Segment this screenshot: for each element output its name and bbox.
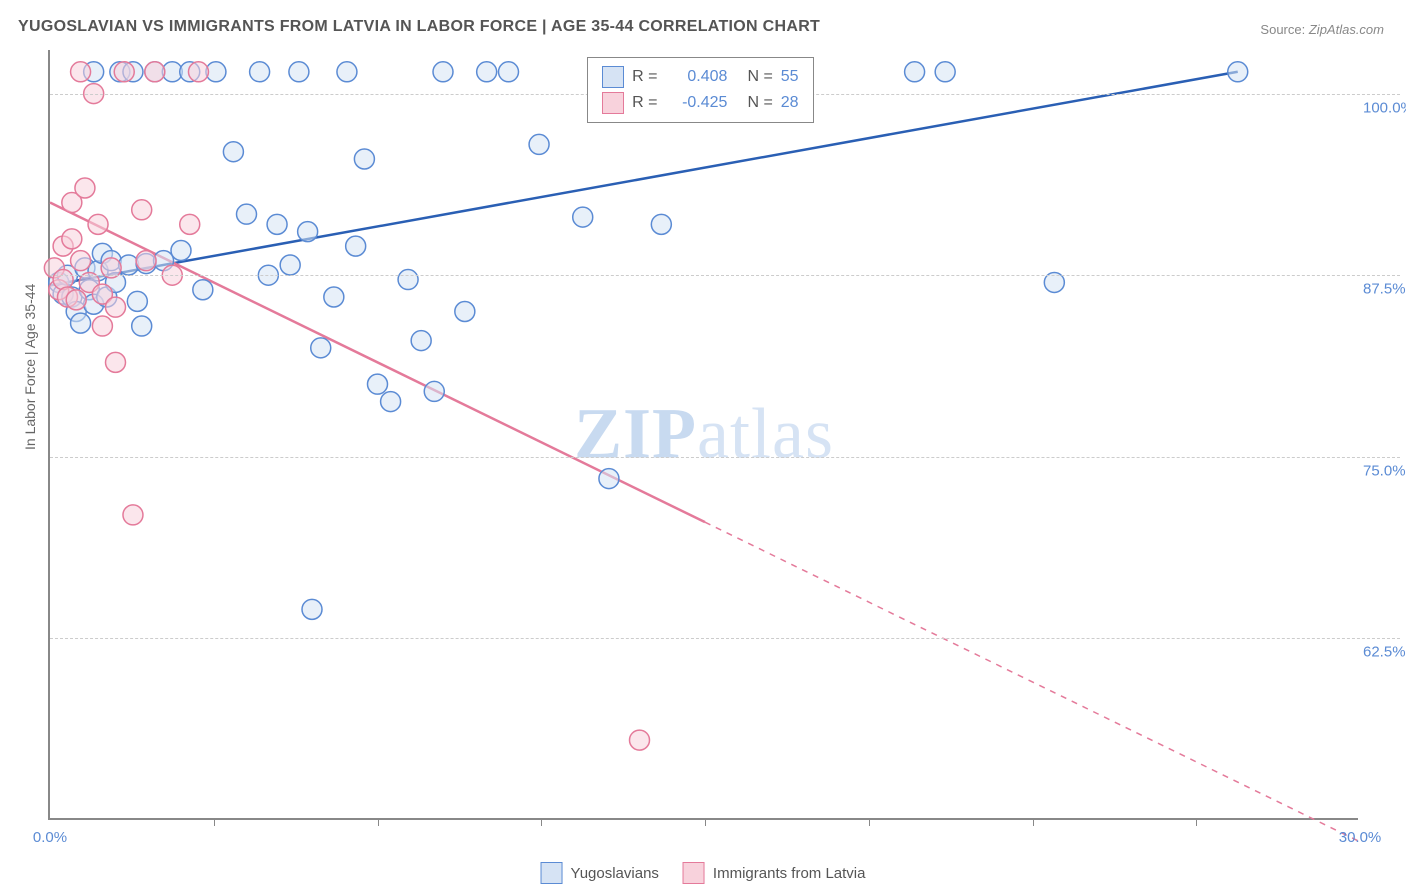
- data-point: [324, 287, 344, 307]
- source-label: Source:: [1260, 22, 1305, 37]
- data-point: [651, 214, 671, 234]
- data-point: [424, 381, 444, 401]
- data-point: [433, 62, 453, 82]
- data-point: [346, 236, 366, 256]
- data-point: [193, 280, 213, 300]
- y-tick-label: 87.5%: [1363, 281, 1406, 298]
- data-point: [136, 251, 156, 271]
- data-point: [337, 62, 357, 82]
- legend-r-label: R =: [632, 94, 657, 112]
- data-point: [145, 62, 165, 82]
- y-tick-label: 100.0%: [1363, 99, 1406, 116]
- data-point: [66, 290, 86, 310]
- data-point: [114, 62, 134, 82]
- data-point: [132, 316, 152, 336]
- data-point: [354, 149, 374, 169]
- data-point: [71, 251, 91, 271]
- data-point: [298, 222, 318, 242]
- legend-n-label: N =: [747, 68, 772, 86]
- data-point: [75, 178, 95, 198]
- chart-title: YUGOSLAVIAN VS IMMIGRANTS FROM LATVIA IN…: [18, 18, 820, 36]
- data-point: [92, 316, 112, 336]
- data-point: [188, 62, 208, 82]
- legend-correlation: R = 0.408 N = 55 R = -0.425 N = 28: [587, 57, 813, 123]
- data-point: [106, 297, 126, 317]
- data-point: [411, 331, 431, 351]
- data-point: [223, 142, 243, 162]
- data-point: [237, 204, 257, 224]
- legend-item: Immigrants from Latvia: [683, 862, 866, 884]
- data-point: [905, 62, 925, 82]
- legend-row: R = -0.425 N = 28: [602, 90, 798, 116]
- data-point: [132, 200, 152, 220]
- x-tick: [705, 818, 706, 826]
- legend-bottom: Yugoslavians Immigrants from Latvia: [541, 862, 866, 884]
- data-point: [573, 207, 593, 227]
- data-point: [599, 469, 619, 489]
- data-point: [499, 62, 519, 82]
- data-point: [477, 62, 497, 82]
- source-value: ZipAtlas.com: [1309, 22, 1384, 37]
- data-point: [171, 240, 191, 260]
- x-tick: [869, 818, 870, 826]
- legend-swatch: [602, 92, 624, 114]
- data-point: [267, 214, 287, 234]
- y-axis-label: In Labor Force | Age 35-44: [22, 284, 38, 450]
- x-tick: [1196, 818, 1197, 826]
- gridline: [50, 457, 1400, 458]
- data-point: [250, 62, 270, 82]
- x-tick: [378, 818, 379, 826]
- data-point: [302, 599, 322, 619]
- x-tick: [541, 818, 542, 826]
- data-point: [123, 505, 143, 525]
- data-point: [368, 374, 388, 394]
- data-point: [289, 62, 309, 82]
- y-tick-label: 62.5%: [1363, 644, 1406, 661]
- data-point: [398, 270, 418, 290]
- data-point: [180, 214, 200, 234]
- legend-swatch: [602, 66, 624, 88]
- legend-r-label: R =: [632, 68, 657, 86]
- x-tick-label: 30.0%: [1339, 829, 1382, 846]
- data-point: [53, 270, 73, 290]
- data-point: [455, 302, 475, 322]
- data-point: [106, 352, 126, 372]
- data-point: [71, 313, 91, 333]
- data-point: [935, 62, 955, 82]
- data-point: [630, 730, 650, 750]
- legend-r-value: 0.408: [665, 68, 727, 86]
- data-point: [280, 255, 300, 275]
- legend-r-value: -0.425: [665, 94, 727, 112]
- data-point: [311, 338, 331, 358]
- legend-item: Yugoslavians: [541, 862, 659, 884]
- y-tick-label: 75.0%: [1363, 462, 1406, 479]
- legend-swatch: [683, 862, 705, 884]
- plot-svg: [50, 50, 1358, 818]
- x-tick-label: 0.0%: [33, 829, 67, 846]
- gridline: [50, 275, 1400, 276]
- legend-swatch: [541, 862, 563, 884]
- legend-n-value: 28: [781, 94, 799, 112]
- data-point: [381, 392, 401, 412]
- source-attribution: Source: ZipAtlas.com: [1260, 22, 1384, 37]
- legend-item-label: Immigrants from Latvia: [713, 865, 866, 882]
- plot-area: ZIPatlas 62.5%75.0%87.5%100.0%0.0%30.0%R…: [48, 50, 1358, 820]
- x-tick: [214, 818, 215, 826]
- legend-row: R = 0.408 N = 55: [602, 64, 798, 90]
- data-point: [62, 229, 82, 249]
- data-point: [529, 134, 549, 154]
- data-point: [127, 291, 147, 311]
- legend-n-label: N =: [747, 94, 772, 112]
- data-point: [71, 62, 91, 82]
- data-point: [88, 214, 108, 234]
- x-tick: [1033, 818, 1034, 826]
- regression-line-dashed: [705, 522, 1360, 842]
- legend-n-value: 55: [781, 68, 799, 86]
- data-point: [1228, 62, 1248, 82]
- legend-item-label: Yugoslavians: [571, 865, 659, 882]
- gridline: [50, 638, 1400, 639]
